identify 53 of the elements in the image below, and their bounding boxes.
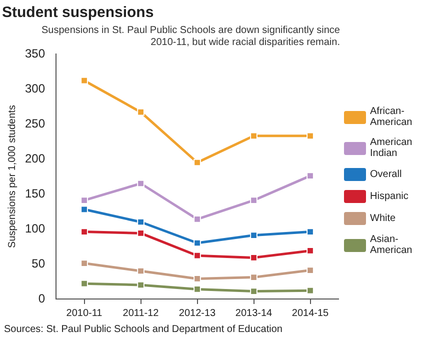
y-tick-label: 150	[24, 186, 46, 200]
point	[194, 239, 201, 247]
point	[137, 281, 144, 289]
point	[306, 247, 314, 254]
point	[137, 230, 144, 237]
legend-label: American Indian	[370, 137, 414, 159]
y-tick-label: 200	[24, 151, 46, 166]
point	[194, 286, 201, 293]
point	[250, 274, 258, 281]
legend-label: Overall	[370, 169, 403, 180]
source-note: Sources: St. Paul Public Schools and Department of Education	[4, 324, 282, 335]
point	[306, 286, 314, 294]
y-axis-title: Suspensions per 1,000 students	[6, 105, 18, 248]
y-tick-label: 300	[24, 81, 46, 96]
y-tick-label: 250	[24, 116, 46, 130]
legend-label: White	[370, 213, 397, 224]
point	[137, 108, 144, 116]
point	[306, 132, 314, 140]
y-tick-label: 350	[24, 46, 46, 60]
point	[194, 158, 201, 166]
chart-title: Student suspensions	[2, 4, 154, 22]
point	[250, 288, 258, 295]
point	[194, 216, 201, 223]
point	[80, 228, 88, 236]
point	[137, 180, 144, 188]
x-tick-label: 2013-14	[235, 308, 273, 319]
point	[137, 267, 144, 275]
x-tick-label: 2010-11	[66, 308, 103, 319]
legend-label: Asian-American	[370, 234, 414, 256]
point	[80, 76, 88, 84]
y-tick-label: 50	[32, 256, 46, 270]
point	[250, 196, 258, 204]
point	[80, 196, 88, 204]
point	[306, 172, 314, 180]
y-tick-label: 100	[24, 221, 46, 236]
x-tick-label: 2011-12	[122, 308, 160, 319]
legend-label: Hispanic	[370, 191, 410, 202]
point	[306, 266, 314, 274]
point	[194, 275, 201, 282]
point	[250, 254, 258, 262]
x-tick-label: 2014-15	[292, 308, 330, 319]
point	[80, 280, 88, 288]
y-tick-label: 0	[38, 291, 46, 306]
chart-subtitle: Suspensions in St. Paul Public Schools are down significantly since 2010-11, but wide racial disparities remain.	[42, 24, 340, 48]
x-tick-label: 2012-13	[178, 308, 216, 319]
point	[194, 252, 201, 260]
point	[80, 260, 88, 267]
point	[250, 232, 258, 239]
point	[80, 206, 88, 214]
legend-label: African-American	[370, 106, 414, 128]
point	[137, 218, 144, 226]
point	[306, 228, 314, 236]
point	[250, 132, 258, 140]
